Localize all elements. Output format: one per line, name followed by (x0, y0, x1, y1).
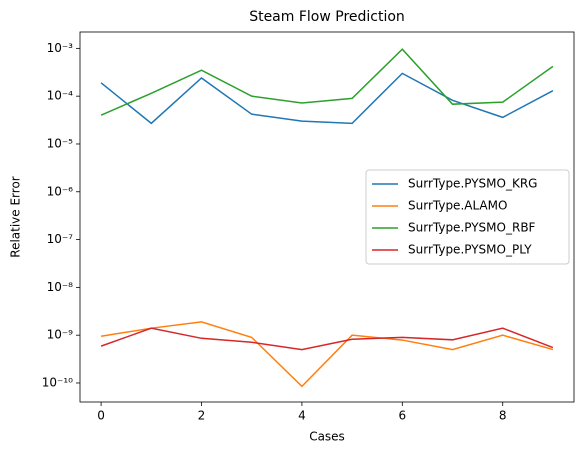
plot-frame (79, 31, 575, 403)
y-tick-label: 10⁻⁴ (47, 89, 74, 103)
legend: SurrType.PYSMO_KRG SurrType.ALAMO SurrType… (365, 169, 570, 265)
y-tick-label: 10⁻⁹ (47, 328, 74, 342)
legend-box (365, 169, 570, 265)
legend-label: SurrType.PYSMO_RBF (408, 221, 536, 235)
x-axis-label: Cases (309, 430, 345, 444)
x-tick-label: 4 (298, 409, 306, 423)
y-tick-label: 10⁻⁷ (47, 232, 74, 246)
series-line (100, 48, 554, 116)
series-line (100, 327, 554, 351)
x-tick-label: 8 (499, 409, 507, 423)
x-tick-label: 0 (97, 409, 105, 423)
legend-label: SurrType.PYSMO_KRG (408, 177, 537, 191)
x-tick-label: 6 (398, 409, 406, 423)
chart-title: Steam Flow Prediction (249, 9, 405, 25)
y-tick-label: 10⁻⁶ (47, 184, 74, 198)
y-tick-label: 10⁻³ (47, 41, 74, 55)
series-line (100, 321, 554, 388)
y-tick-label: 10⁻⁸ (47, 280, 74, 294)
series-line (100, 72, 554, 125)
x-tick-label: 2 (198, 409, 206, 423)
y-tick-label: 10⁻¹⁰ (42, 375, 73, 389)
legend-label: SurrType.PYSMO_PLY (408, 243, 532, 257)
y-axis-label: Relative Error (9, 176, 23, 258)
legend-label: SurrType.ALAMO (408, 199, 507, 213)
y-tick-label: 10⁻⁵ (47, 136, 74, 150)
